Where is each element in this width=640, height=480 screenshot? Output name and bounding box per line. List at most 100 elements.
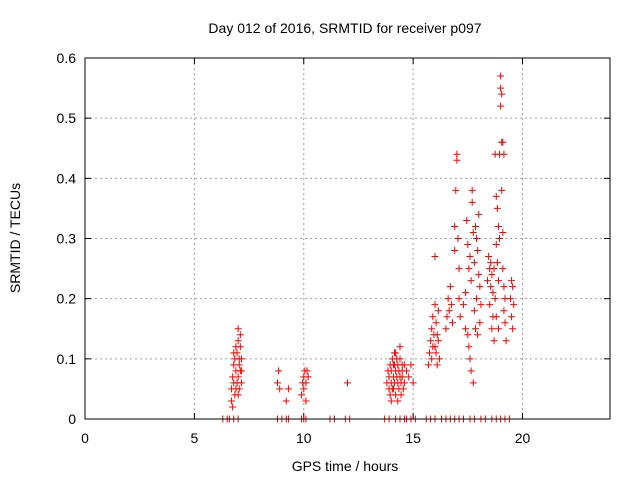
data-point	[508, 277, 516, 285]
data-point	[465, 343, 473, 351]
data-point	[409, 379, 417, 387]
data-point	[398, 373, 406, 381]
data-point	[493, 204, 501, 212]
tick-labels: 0 0.1 0.2 0.3 0.4 0.5 0.6 0 5 10 15 20	[57, 50, 531, 446]
data-point	[407, 361, 415, 369]
data-point	[452, 186, 460, 194]
data-point	[235, 361, 243, 369]
data-point	[492, 192, 500, 200]
data-point	[428, 325, 436, 333]
data-point	[499, 228, 507, 236]
data-point	[236, 343, 244, 351]
data-point	[274, 379, 281, 387]
data-point	[389, 385, 397, 393]
data-point	[444, 295, 452, 303]
data-point	[470, 307, 478, 315]
data-point	[498, 90, 506, 98]
data-point	[468, 198, 476, 206]
data-point	[500, 150, 508, 158]
data-point	[497, 84, 505, 92]
data-point	[276, 385, 284, 393]
data-point	[497, 102, 505, 110]
data-point	[464, 331, 472, 339]
data-point	[459, 301, 467, 309]
data-point	[462, 289, 470, 297]
data-point	[427, 337, 435, 345]
y-tick-label: 0	[68, 411, 76, 427]
data-point	[485, 253, 493, 261]
data-point	[433, 331, 441, 339]
data-point	[473, 235, 481, 242]
data-point	[491, 295, 499, 303]
data-point	[462, 325, 470, 333]
data-point	[237, 367, 245, 375]
grid-lines	[85, 58, 610, 419]
data-point	[477, 301, 485, 309]
data-point	[500, 283, 508, 291]
data-point	[230, 349, 238, 357]
data-point	[229, 403, 237, 411]
data-point	[435, 355, 443, 363]
data-point	[488, 325, 496, 333]
data-point	[234, 325, 242, 333]
data-point	[492, 241, 500, 249]
data-point	[431, 253, 439, 261]
data-point	[487, 283, 495, 291]
x-tick-label: 5	[190, 430, 198, 446]
data-point	[432, 349, 440, 357]
data-point	[232, 385, 240, 393]
data-point	[453, 156, 461, 164]
data-point	[446, 283, 454, 291]
data-point	[464, 241, 472, 249]
data-point	[497, 72, 505, 80]
data-point	[443, 313, 451, 321]
data-point	[399, 385, 407, 393]
y-tick-label: 0.6	[57, 50, 77, 66]
y-tick-label: 0.2	[57, 291, 77, 307]
data-point	[502, 337, 510, 345]
data-point	[304, 373, 312, 381]
data-point	[490, 337, 498, 345]
data-point	[237, 379, 245, 387]
data-point	[392, 349, 400, 357]
data-point	[394, 397, 402, 405]
data-point	[498, 186, 506, 194]
data-point	[489, 289, 497, 297]
data-point	[499, 265, 507, 273]
data-point	[463, 216, 471, 224]
data-point	[237, 355, 245, 363]
y-tick-label: 0.3	[57, 231, 77, 247]
data-point	[473, 295, 481, 303]
data-point	[494, 277, 502, 285]
data-point	[471, 222, 479, 230]
y-tick-label: 0.4	[57, 170, 77, 186]
data-point	[487, 259, 495, 267]
y-axis-label: SRMTID / TECUs	[7, 183, 23, 293]
data-point	[476, 319, 484, 327]
data-point	[303, 367, 311, 375]
data-point	[397, 391, 405, 399]
data-point	[405, 373, 413, 381]
data-point	[484, 277, 491, 285]
data-point	[396, 343, 404, 351]
data-point	[396, 355, 404, 363]
data-point	[467, 367, 475, 375]
data-point	[499, 138, 507, 146]
data-point	[431, 301, 439, 309]
data-point	[386, 391, 394, 399]
data-point	[300, 385, 308, 393]
data-point	[387, 397, 395, 405]
x-axis-label: GPS time / hours	[292, 458, 399, 474]
data-point	[474, 331, 482, 339]
data-point	[432, 319, 440, 327]
data-point	[442, 325, 450, 333]
data-point	[509, 283, 517, 291]
data-point	[236, 331, 244, 339]
data-point	[403, 367, 411, 375]
data-point	[234, 373, 242, 381]
data-point	[456, 313, 464, 321]
x-tick-label: 15	[405, 430, 421, 446]
data-point	[424, 361, 432, 369]
data-point	[468, 186, 476, 194]
